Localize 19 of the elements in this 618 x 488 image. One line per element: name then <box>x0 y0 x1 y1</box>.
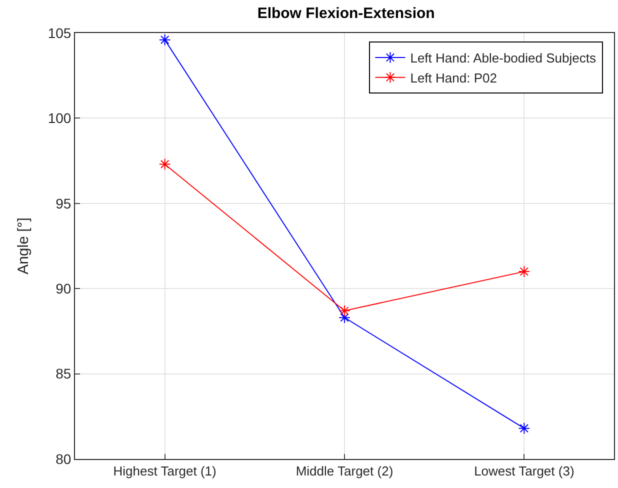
y-tick-label: 95 <box>56 195 72 212</box>
point <box>518 266 530 278</box>
y-axis-title: Angle [°] <box>15 218 32 274</box>
point <box>338 312 350 324</box>
legend-label: Left Hand: P02 <box>410 70 497 86</box>
y-tick-label: 85 <box>56 366 72 382</box>
chart-title: Elbow Flexion-Extension <box>257 4 435 22</box>
y-tick-label: 100 <box>48 110 72 126</box>
x-tick-label: Middle Target (2) <box>296 464 394 479</box>
point <box>338 304 350 317</box>
point <box>158 158 171 170</box>
x-tick-label: Lowest Target (3) <box>474 464 574 479</box>
point <box>158 34 171 46</box>
y-tick-label: 80 <box>56 450 72 467</box>
legend-label: Left Hand: Able-bodied Subjects <box>410 50 596 66</box>
point <box>518 422 530 434</box>
y-tick-label: 90 <box>56 280 72 296</box>
y-tick-label: 105 <box>48 24 72 41</box>
x-tick-label: Highest Target (1) <box>113 464 216 479</box>
